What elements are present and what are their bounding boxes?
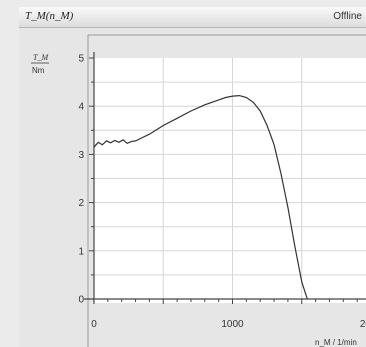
grid	[94, 58, 366, 303]
window-titlebar: T_M(n_M) Offline	[19, 7, 366, 28]
y-axis-unit: Nm	[32, 66, 45, 75]
y-tick-label: 0	[78, 295, 84, 306]
x-axis-label: n_M / 1/min	[315, 338, 357, 347]
series-lines	[93, 94, 308, 300]
window-title: T_M(n_M)	[25, 10, 74, 22]
status-label: Offline	[333, 11, 362, 22]
chart: 0 1 2 3 4 5 0 1000 2000 T_M Nm n_M / 1/min	[31, 34, 366, 347]
y-axis-label: T_M	[33, 53, 49, 62]
axes	[84, 52, 366, 304]
x-tick-label: 2000	[360, 319, 366, 330]
plot-area	[94, 58, 366, 303]
x-tick-label: 1000	[221, 319, 244, 330]
y-tick-label: 1	[78, 246, 84, 257]
y-tick-label: 5	[78, 54, 84, 65]
x-tick-label: 0	[91, 319, 97, 330]
y-tick-label: 3	[78, 150, 84, 161]
series-line	[93, 94, 308, 300]
y-tick-label: 4	[78, 102, 84, 113]
chart-window: T_M(n_M) Offline 0 1 2 3 4 5 0 1000 2000 T_M Nm …	[19, 7, 366, 347]
y-tick-label: 2	[78, 198, 84, 209]
tick-labels: 0 1 2 3 4 5 0 1000 2000	[78, 54, 366, 331]
